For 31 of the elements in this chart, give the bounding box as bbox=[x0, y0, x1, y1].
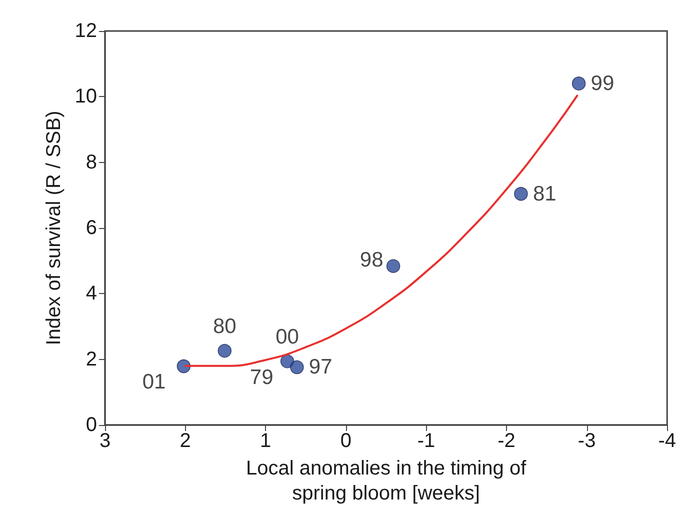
x-tick-label: -3 bbox=[578, 430, 596, 452]
x-tick-label: -1 bbox=[417, 430, 436, 452]
y-tick-label: 8 bbox=[86, 151, 97, 174]
y-tick-label: 6 bbox=[86, 217, 97, 239]
annotation: 97 bbox=[308, 356, 332, 379]
point bbox=[176, 359, 191, 374]
annotation: 01 bbox=[142, 370, 166, 394]
y-tick-label: 4 bbox=[86, 282, 97, 305]
y-tick-label: 10 bbox=[74, 86, 97, 108]
annotation: 81 bbox=[532, 182, 556, 206]
annotation: 00 bbox=[276, 325, 299, 348]
annotation: 80 bbox=[212, 314, 236, 338]
y-tick-label: 2 bbox=[86, 348, 97, 370]
x-tick-label: 3 bbox=[99, 430, 111, 452]
annotation: 79 bbox=[250, 366, 274, 389]
annotation: 98 bbox=[360, 248, 384, 272]
x-tick-label: -4 bbox=[658, 430, 676, 452]
point bbox=[386, 259, 400, 273]
x-tick-label: 2 bbox=[180, 430, 191, 452]
annotation: 99 bbox=[590, 72, 614, 96]
point bbox=[290, 360, 304, 374]
x-axis-title: Local anomalies in the timing of spring bloom [weeks] bbox=[246, 457, 527, 504]
y-tick-label: 0 bbox=[86, 414, 97, 436]
point bbox=[514, 186, 528, 201]
x-tick-label: 1 bbox=[260, 430, 272, 452]
point bbox=[218, 344, 232, 358]
x-tick-label: 0 bbox=[340, 430, 352, 452]
x-tick-label: -2 bbox=[498, 430, 516, 452]
y-tick-label: 12 bbox=[74, 20, 97, 42]
point bbox=[572, 76, 586, 90]
y-axis-title: Index of survival (R / SSB) bbox=[42, 110, 65, 346]
